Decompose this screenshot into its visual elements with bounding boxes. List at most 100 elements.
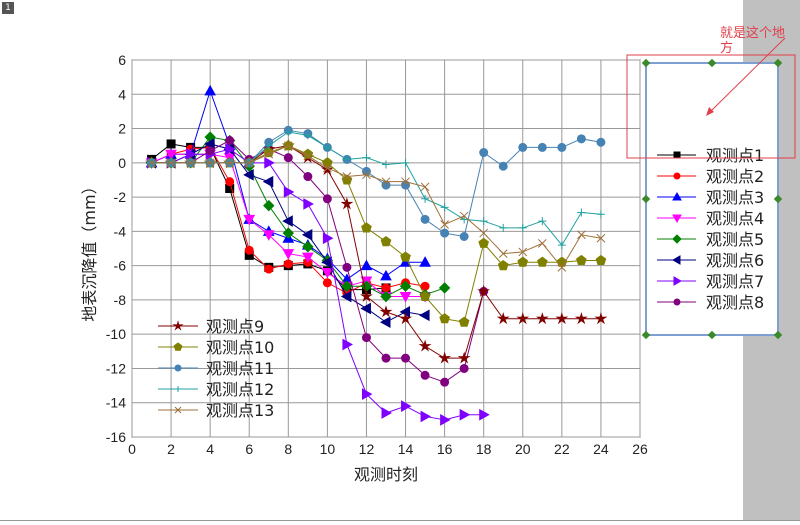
data-point bbox=[303, 131, 312, 140]
data-point bbox=[440, 228, 450, 238]
data-point bbox=[577, 208, 586, 217]
legend-label: 观测点11 bbox=[206, 359, 274, 378]
data-point bbox=[576, 134, 586, 144]
data-point bbox=[322, 278, 332, 288]
data-point bbox=[478, 237, 489, 248]
data-point bbox=[672, 191, 682, 201]
x-tick-label: 14 bbox=[398, 441, 414, 457]
series-line bbox=[151, 145, 602, 269]
data-point bbox=[322, 157, 333, 168]
data-point bbox=[576, 254, 587, 265]
legend-entry: 观测点13 bbox=[158, 401, 274, 420]
data-point bbox=[518, 223, 527, 232]
data-point bbox=[166, 139, 176, 149]
data-point bbox=[479, 217, 488, 226]
legend-entry: 观测点10 bbox=[158, 338, 274, 357]
data-point bbox=[166, 158, 176, 168]
legend-entry: 观测点5 bbox=[657, 230, 764, 249]
data-point bbox=[440, 203, 449, 212]
legend-entry: 观测点8 bbox=[657, 293, 764, 312]
data-point bbox=[459, 363, 469, 373]
data-point bbox=[594, 312, 608, 325]
x-tick-label: 4 bbox=[206, 441, 214, 457]
y-tick-label: 0 bbox=[118, 155, 126, 171]
data-point bbox=[537, 239, 547, 248]
data-point bbox=[438, 351, 452, 364]
data-point bbox=[419, 290, 431, 301]
data-point bbox=[538, 217, 547, 226]
data-point bbox=[516, 312, 530, 325]
data-point bbox=[225, 177, 235, 187]
data-point bbox=[205, 158, 215, 168]
data-point bbox=[361, 388, 373, 401]
data-point bbox=[361, 333, 371, 343]
legend-label: 观测点3 bbox=[706, 188, 764, 207]
x-tick-label: 6 bbox=[245, 441, 253, 457]
legend-label: 观测点8 bbox=[706, 293, 764, 312]
data-point bbox=[174, 364, 182, 372]
data-point bbox=[555, 312, 569, 325]
data-point bbox=[380, 269, 392, 281]
legend-entry: 观测点6 bbox=[657, 251, 764, 270]
data-point bbox=[439, 313, 450, 324]
legend-label: 观测点9 bbox=[206, 317, 264, 336]
data-point bbox=[535, 312, 549, 325]
y-tick-label: -10 bbox=[106, 326, 126, 342]
y-tick-label: -4 bbox=[114, 223, 127, 239]
data-point bbox=[459, 232, 469, 242]
data-point bbox=[263, 199, 275, 212]
data-point bbox=[672, 214, 682, 224]
legend-entry: 观测点12 bbox=[158, 380, 274, 399]
resize-handle bbox=[641, 58, 651, 68]
data-point bbox=[421, 194, 430, 203]
data-point bbox=[673, 298, 681, 306]
legend-entry: 观测点2 bbox=[657, 167, 764, 186]
data-point bbox=[342, 172, 352, 181]
data-point bbox=[283, 153, 293, 163]
x-tick-label: 22 bbox=[554, 441, 570, 457]
data-point bbox=[321, 267, 334, 279]
data-point bbox=[596, 233, 606, 243]
data-point bbox=[301, 252, 314, 264]
data-point bbox=[671, 255, 681, 265]
data-point bbox=[282, 215, 293, 227]
x-tick-label: 0 bbox=[128, 441, 136, 457]
data-point bbox=[459, 408, 471, 421]
data-point bbox=[496, 312, 510, 325]
data-point bbox=[537, 142, 547, 152]
data-point bbox=[673, 276, 683, 286]
resize-handle bbox=[641, 330, 651, 340]
y-tick-label: 6 bbox=[118, 52, 126, 68]
data-point bbox=[498, 161, 508, 171]
data-point bbox=[379, 316, 391, 329]
data-point bbox=[361, 222, 372, 233]
data-point bbox=[479, 228, 489, 238]
x-tick-label: 8 bbox=[284, 441, 292, 457]
x-tick-label: 10 bbox=[320, 441, 336, 457]
data-point bbox=[282, 227, 295, 239]
x-tick-label: 16 bbox=[437, 441, 453, 457]
data-point bbox=[401, 177, 410, 187]
data-point bbox=[262, 175, 274, 188]
data-point bbox=[342, 155, 351, 164]
data-point bbox=[672, 234, 682, 244]
series-13 bbox=[147, 141, 606, 272]
data-point bbox=[172, 320, 184, 331]
data-point bbox=[673, 151, 681, 159]
plot-area bbox=[131, 59, 641, 438]
data-point bbox=[175, 386, 181, 392]
legend-label: 观测点1 bbox=[706, 146, 764, 165]
legend-entry: 观测点7 bbox=[657, 272, 764, 291]
data-point bbox=[362, 170, 371, 180]
annotation-arrowhead bbox=[706, 107, 714, 116]
data-point bbox=[459, 211, 469, 221]
resize-handle bbox=[773, 330, 783, 340]
data-point bbox=[186, 158, 195, 168]
data-point bbox=[360, 259, 373, 271]
data-point bbox=[303, 198, 314, 210]
legend-label: 观测点7 bbox=[706, 272, 764, 291]
data-point bbox=[283, 259, 293, 269]
data-point bbox=[399, 280, 412, 292]
data-point bbox=[174, 406, 182, 414]
data-point bbox=[401, 158, 410, 167]
